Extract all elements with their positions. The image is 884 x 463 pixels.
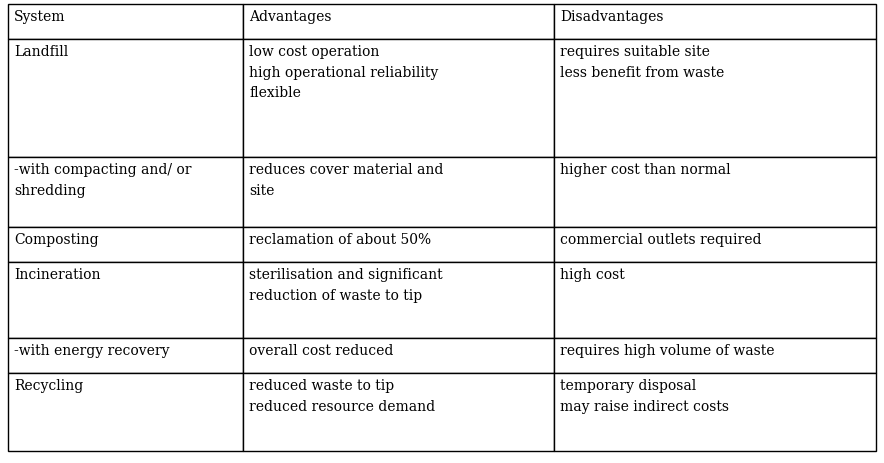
Bar xyxy=(554,373,876,451)
Text: sterilisation and significant
reduction of waste to tip: sterilisation and significant reduction … xyxy=(249,268,443,302)
Text: requires suitable site
less benefit from waste: requires suitable site less benefit from… xyxy=(560,45,724,80)
Text: commercial outlets required: commercial outlets required xyxy=(560,232,761,246)
Text: System: System xyxy=(14,10,65,24)
Bar xyxy=(243,5,554,40)
Text: -with compacting and/ or
shredding: -with compacting and/ or shredding xyxy=(14,163,192,197)
Bar xyxy=(243,227,554,263)
Text: Recycling: Recycling xyxy=(14,378,83,392)
Bar xyxy=(554,338,876,373)
Bar xyxy=(8,158,243,227)
Bar xyxy=(554,263,876,338)
Text: Composting: Composting xyxy=(14,232,99,246)
Bar xyxy=(554,5,876,40)
Bar xyxy=(8,40,243,158)
Text: reduced waste to tip
reduced resource demand: reduced waste to tip reduced resource de… xyxy=(249,378,435,413)
Bar xyxy=(8,373,243,451)
Text: Incineration: Incineration xyxy=(14,268,101,282)
Bar xyxy=(243,158,554,227)
Text: overall cost reduced: overall cost reduced xyxy=(249,343,393,357)
Text: Advantages: Advantages xyxy=(249,10,332,24)
Text: -with energy recovery: -with energy recovery xyxy=(14,343,170,357)
Text: higher cost than normal: higher cost than normal xyxy=(560,163,730,176)
Bar xyxy=(8,263,243,338)
Bar xyxy=(243,338,554,373)
Text: low cost operation
high operational reliability
flexible: low cost operation high operational reli… xyxy=(249,45,438,100)
Bar xyxy=(554,227,876,263)
Text: temporary disposal
may raise indirect costs: temporary disposal may raise indirect co… xyxy=(560,378,729,413)
Bar xyxy=(8,227,243,263)
Bar xyxy=(8,338,243,373)
Text: Landfill: Landfill xyxy=(14,45,68,59)
Text: requires high volume of waste: requires high volume of waste xyxy=(560,343,774,357)
Bar xyxy=(554,40,876,158)
Bar xyxy=(243,373,554,451)
Text: reduces cover material and
site: reduces cover material and site xyxy=(249,163,444,197)
Bar xyxy=(243,263,554,338)
Text: high cost: high cost xyxy=(560,268,625,282)
Bar xyxy=(8,5,243,40)
Bar xyxy=(554,158,876,227)
Text: reclamation of about 50%: reclamation of about 50% xyxy=(249,232,431,246)
Text: Disadvantages: Disadvantages xyxy=(560,10,664,24)
Bar xyxy=(243,40,554,158)
